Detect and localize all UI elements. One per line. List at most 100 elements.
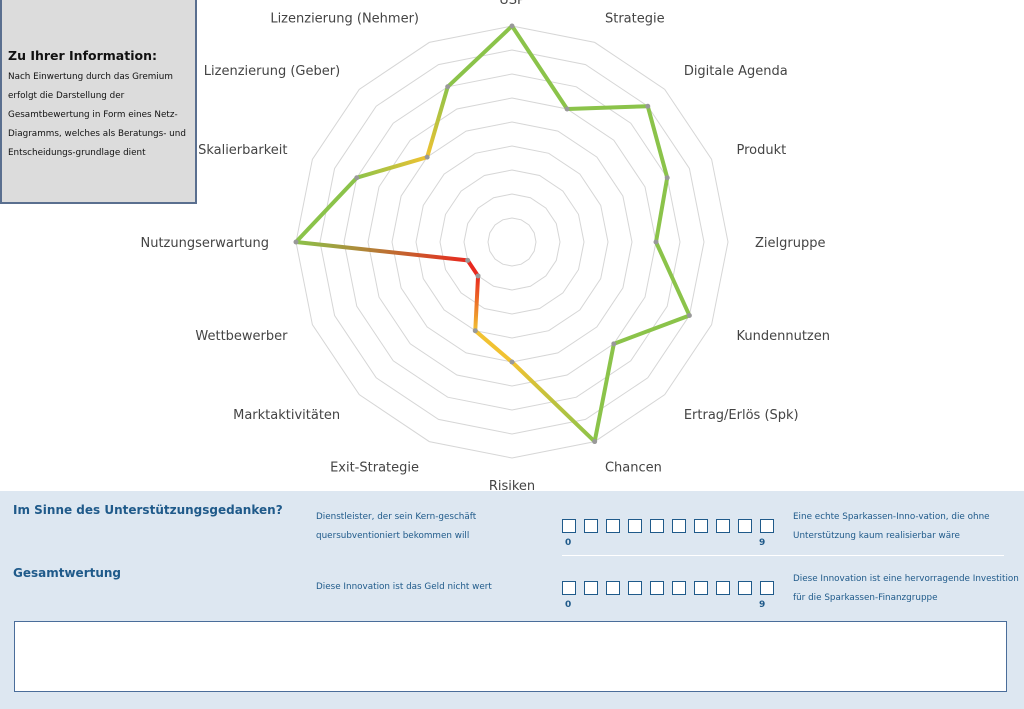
info-text-line: Diagramms, welches als Beratungs- und xyxy=(8,129,186,139)
axis-label: USP xyxy=(499,0,525,8)
support-score-checkbox-2[interactable] xyxy=(606,519,620,533)
overall-score-checkbox-5[interactable] xyxy=(672,581,686,595)
support-score-checkbox-4[interactable] xyxy=(650,519,664,533)
grid-ring xyxy=(487,217,537,267)
series-line-segment xyxy=(294,240,470,263)
data-point xyxy=(564,106,570,112)
series-line-segment xyxy=(445,24,514,89)
info-text-line: Gesamtbewertung in Form eines Netz- xyxy=(8,110,178,120)
support-score-checkbox-7[interactable] xyxy=(716,519,730,533)
support-score-checkbox-1[interactable] xyxy=(584,519,598,533)
axis-label: Strategie xyxy=(605,11,665,26)
question-title-overall: Gesamtwertung xyxy=(13,566,122,580)
support-score-checkbox-8[interactable] xyxy=(738,519,752,533)
data-point xyxy=(424,154,430,160)
right-text-line: Eine echte Sparkassen-Inno-vation, die o… xyxy=(793,512,990,522)
question-support-left-text: Dienstleister, der sein Kern-geschäft qu… xyxy=(316,508,476,546)
overall-score-checkbox-9[interactable] xyxy=(760,581,774,595)
data-point xyxy=(465,257,471,263)
series-line-segment xyxy=(465,258,481,278)
data-point xyxy=(653,239,659,245)
overall-score-checkbox-6[interactable] xyxy=(694,581,708,595)
series-line-segment xyxy=(645,104,670,180)
overall-score-checkbox-1[interactable] xyxy=(584,581,598,595)
grid-ring xyxy=(343,73,681,411)
support-rating-scale xyxy=(562,519,774,533)
info-box: Zu Ihrer Information: Nach Einwertung du… xyxy=(0,0,197,204)
grid-ring xyxy=(415,145,609,339)
data-point xyxy=(293,239,299,245)
info-text-line: erfolgt die Darstellung der xyxy=(8,91,125,101)
data-point xyxy=(475,273,481,279)
series-line-segment xyxy=(354,155,430,180)
overall-scale-max-label: 9 xyxy=(759,600,766,610)
right-text-line: Unterstützung kaum realisierbar wäre xyxy=(793,531,960,541)
axis-label: Digitale Agenda xyxy=(684,64,788,79)
axis-label: Kundennutzen xyxy=(737,329,830,344)
axis-label: Marktaktivitäten xyxy=(233,408,340,423)
axis-label: Zielgruppe xyxy=(755,236,825,251)
overall-score-checkbox-4[interactable] xyxy=(650,581,664,595)
left-text-line: Diese Innovation ist das Geld nicht wert xyxy=(316,582,492,592)
data-point xyxy=(445,84,451,90)
support-score-checkbox-3[interactable] xyxy=(628,519,642,533)
axis-label: Exit-Strategie xyxy=(330,461,419,476)
axis-label: Wettbewerber xyxy=(195,329,288,344)
series-line-segment xyxy=(592,341,616,444)
support-score-checkbox-9[interactable] xyxy=(760,519,774,533)
data-point xyxy=(686,312,692,318)
overall-score-checkbox-7[interactable] xyxy=(716,581,730,595)
question-title-support: Im Sinne des Unterstützungsgedanken? xyxy=(13,503,283,517)
overall-score-checkbox-8[interactable] xyxy=(738,581,752,595)
series-line-segment xyxy=(425,84,450,160)
overall-score-checkbox-0[interactable] xyxy=(562,581,576,595)
grid-ring xyxy=(463,193,561,291)
right-text-line: für die Sparkassen-Finanzgruppe xyxy=(793,593,938,603)
axis-label: Lizenzierung (Nehmer) xyxy=(270,11,419,26)
axis-label: Skalierbarkeit xyxy=(198,143,287,158)
data-point xyxy=(592,439,598,445)
comment-textarea[interactable] xyxy=(14,621,1007,692)
grid-ring xyxy=(295,25,729,459)
series-line-segment xyxy=(510,360,597,444)
support-scale-min-label: 0 xyxy=(565,538,572,548)
data-point xyxy=(509,23,515,29)
left-text-line: Dienstleister, der sein Kern-geschäft xyxy=(316,512,477,522)
grid-ring xyxy=(367,97,657,387)
data-point xyxy=(645,103,651,109)
axis-label: Lizenzierung (Geber) xyxy=(204,64,340,79)
series-line-segment xyxy=(654,175,670,244)
grid-ring xyxy=(439,169,585,315)
question-overall-right-text: Diese Innovation ist eine hervorragende … xyxy=(793,570,1019,608)
series-line-segment xyxy=(611,313,692,346)
data-point xyxy=(611,341,617,347)
support-scale-max-label: 9 xyxy=(759,538,766,548)
support-score-checkbox-0[interactable] xyxy=(562,519,576,533)
data-point xyxy=(354,175,360,181)
series-line-segment xyxy=(654,240,692,318)
row-divider xyxy=(562,555,1004,556)
grid-ring xyxy=(319,49,705,435)
series-line-segment xyxy=(473,273,481,333)
axis-label: Chancen xyxy=(605,461,662,476)
radar-chart: USP Strategie Digitale Agenda Produkt Zielgr… xyxy=(140,0,830,490)
question-support-right-text: Eine echte Sparkassen-Inno-vation, die o… xyxy=(793,508,990,546)
left-text-line: quersubventioniert bekommen will xyxy=(316,531,470,541)
info-text-line: Entscheidungs-grundlage dient xyxy=(8,148,146,158)
overall-scale-min-label: 0 xyxy=(565,600,572,610)
overall-score-checkbox-3[interactable] xyxy=(628,581,642,595)
data-point xyxy=(509,359,515,365)
axis-label: Risiken xyxy=(489,479,535,490)
question-overall-left-text: Diese Innovation ist das Geld nicht wert xyxy=(316,578,492,597)
series-line-segment xyxy=(473,328,514,364)
overall-score-checkbox-2[interactable] xyxy=(606,581,620,595)
data-point xyxy=(472,328,478,334)
support-score-checkbox-5[interactable] xyxy=(672,519,686,533)
support-score-checkbox-6[interactable] xyxy=(694,519,708,533)
data-point xyxy=(664,175,670,181)
right-text-line: Diese Innovation ist eine hervorragende … xyxy=(793,574,1019,584)
axis-label: Ertrag/Erlös (Spk) xyxy=(684,408,799,423)
axis-label: Nutzungserwartung xyxy=(140,236,269,251)
axis-label: Produkt xyxy=(737,143,787,158)
info-text-line: Nach Einwertung durch das Gremium xyxy=(8,72,173,82)
